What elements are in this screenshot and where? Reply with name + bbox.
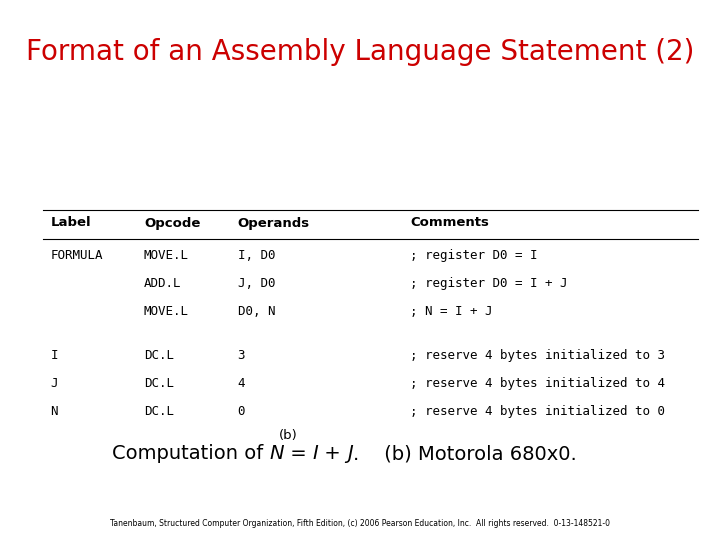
Text: DC.L: DC.L — [144, 405, 174, 418]
Text: MOVE.L: MOVE.L — [144, 249, 189, 262]
Text: D0, N: D0, N — [238, 305, 275, 318]
Text: N: N — [50, 405, 58, 418]
Text: Label: Label — [50, 217, 91, 230]
Text: FORMULA: FORMULA — [50, 249, 103, 262]
Text: Opcode: Opcode — [144, 217, 200, 230]
Text: N: N — [269, 444, 284, 463]
Text: Format of an Assembly Language Statement (2): Format of an Assembly Language Statement… — [26, 38, 694, 66]
Text: Computation of: Computation of — [112, 444, 269, 463]
Text: J: J — [50, 377, 58, 390]
Text: Operands: Operands — [238, 217, 310, 230]
Text: ; register D0 = I + J: ; register D0 = I + J — [410, 277, 568, 290]
Text: +: + — [318, 444, 348, 463]
Text: Tanenbaum, Structured Computer Organization, Fifth Edition, (c) 2006 Pearson Edu: Tanenbaum, Structured Computer Organizat… — [110, 519, 610, 528]
Text: I, D0: I, D0 — [238, 249, 275, 262]
Text: (b): (b) — [279, 429, 297, 442]
Text: .    (b) Motorola 680x0.: . (b) Motorola 680x0. — [354, 444, 577, 463]
Text: =: = — [284, 444, 312, 463]
Text: J: J — [348, 444, 354, 463]
Text: I: I — [312, 444, 318, 463]
Text: 3: 3 — [238, 349, 245, 362]
Text: DC.L: DC.L — [144, 377, 174, 390]
Text: ADD.L: ADD.L — [144, 277, 181, 290]
Text: DC.L: DC.L — [144, 349, 174, 362]
Text: Comments: Comments — [410, 217, 490, 230]
Text: 0: 0 — [238, 405, 245, 418]
Text: ; reserve 4 bytes initialized to 4: ; reserve 4 bytes initialized to 4 — [410, 377, 665, 390]
Text: 4: 4 — [238, 377, 245, 390]
Text: ; N = I + J: ; N = I + J — [410, 305, 493, 318]
Text: MOVE.L: MOVE.L — [144, 305, 189, 318]
Text: ; reserve 4 bytes initialized to 0: ; reserve 4 bytes initialized to 0 — [410, 405, 665, 418]
Text: ; reserve 4 bytes initialized to 3: ; reserve 4 bytes initialized to 3 — [410, 349, 665, 362]
Text: ; register D0 = I: ; register D0 = I — [410, 249, 538, 262]
Text: J, D0: J, D0 — [238, 277, 275, 290]
Text: I: I — [50, 349, 58, 362]
